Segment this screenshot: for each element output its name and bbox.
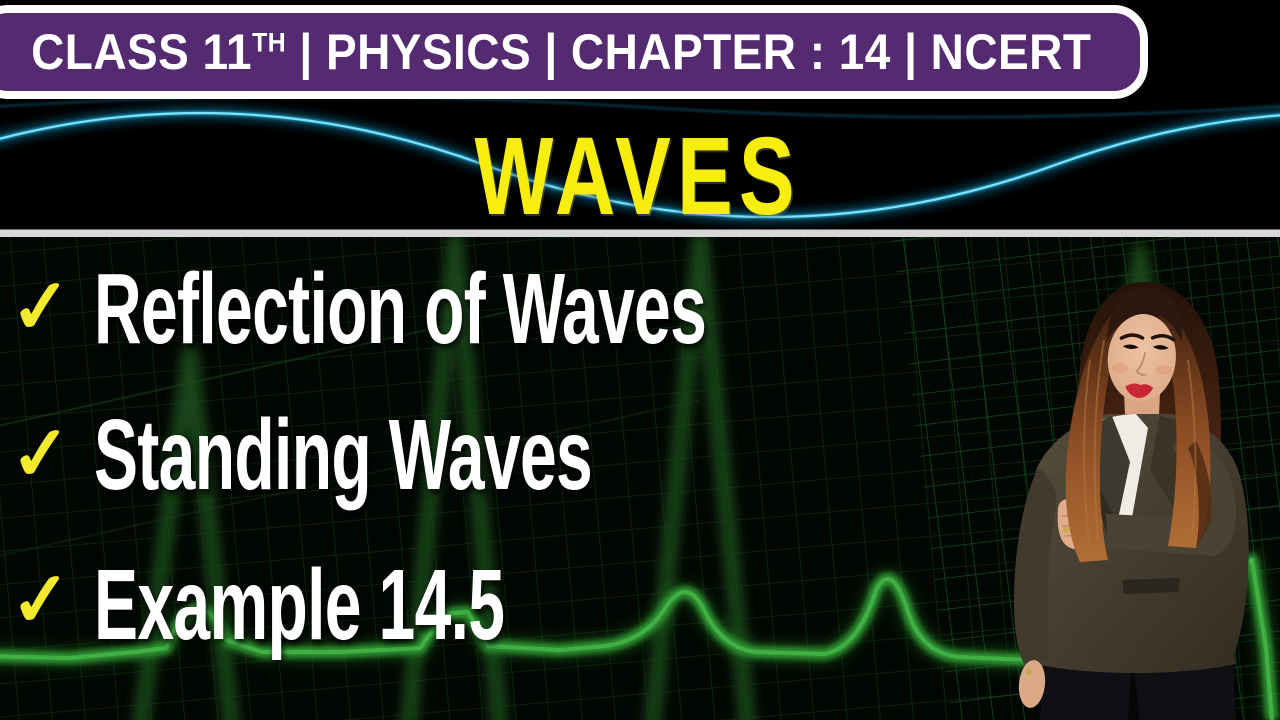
presenter-head [1107,287,1182,402]
hair-crown [1107,287,1182,342]
eyebrows [1119,333,1176,342]
checklist-item-label: Reflection of Waves [94,253,707,365]
secondary-wave-line [0,99,1280,119]
sine-wave-graphic [0,99,1280,223]
perspective-line [0,399,701,557]
nose [1135,352,1147,376]
main-wave-line [0,107,1280,223]
presenter-left-hand [1018,660,1046,708]
blazer-pocket [1122,578,1180,594]
separator-bar [0,229,1280,237]
check-icon: ✓ [7,262,75,351]
course-banner: CLASS 11TH | PHYSICS | CHAPTER : 14 | NC… [0,5,1148,99]
pants-shadow [1128,652,1140,720]
page-title: WAVES [474,115,801,230]
checklist-item-label: Standing Waves [94,399,593,511]
ring [1063,527,1069,533]
presenter-hair-left [1065,298,1134,562]
eyes [1122,344,1169,350]
presenter-photo [1014,281,1249,720]
checklist-item-label: Example 14.5 [94,549,505,661]
class-ordinal: TH [251,27,286,58]
hair-highlights [1083,339,1197,549]
ecg-trace [0,549,1280,720]
banner-rest: | PHYSICS | CHAPTER : 14 | NCERT [285,24,1092,80]
hair-over-shoulder [1188,440,1212,548]
ring [1026,669,1032,675]
check-icon: ✓ [7,555,75,644]
presenter-left-arm [1014,468,1057,664]
check-icon: ✓ [7,409,75,498]
main-content: ✓ Reflection of Waves ✓ Standing Waves ✓… [0,237,1280,720]
course-banner-text: CLASS 11TH | PHYSICS | CHAPTER : 14 | NC… [31,27,1091,77]
lips [1125,383,1154,398]
blush [1111,363,1172,375]
title-band: WAVES [0,99,1280,229]
class-label: CLASS 11 [30,24,252,80]
